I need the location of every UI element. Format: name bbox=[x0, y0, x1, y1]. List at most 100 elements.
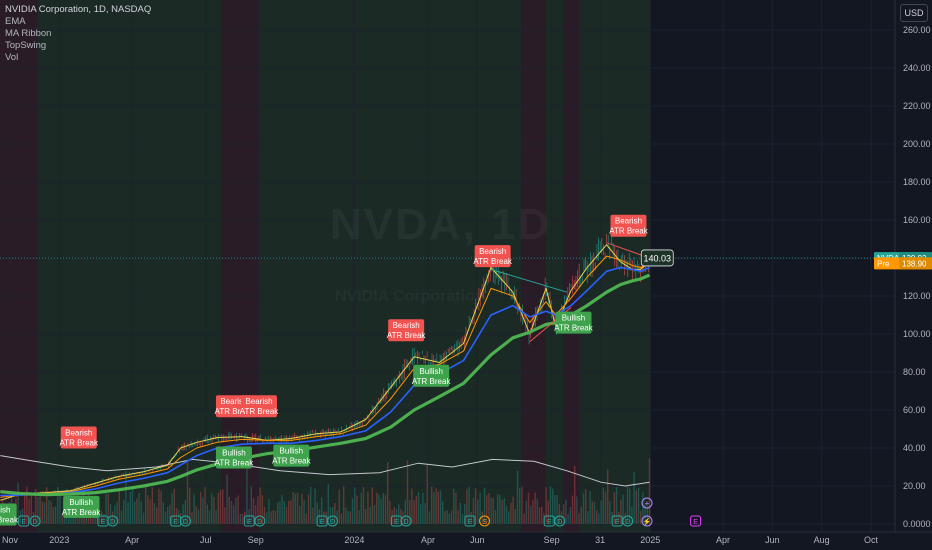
event-marker-e[interactable]: E bbox=[243, 515, 255, 527]
series-line-2 bbox=[0, 255, 650, 498]
y-tick-label: 160.00 bbox=[903, 215, 931, 225]
volume-bar bbox=[483, 487, 486, 524]
indicator-ema[interactable]: EMA bbox=[5, 16, 26, 27]
volume-bar bbox=[380, 498, 382, 524]
volume-bar bbox=[532, 500, 534, 524]
y-tick-label: 100.00 bbox=[903, 329, 931, 339]
price-callout[interactable]: 140.03 bbox=[640, 249, 674, 267]
symbol-title[interactable]: NVIDIA Corporation, 1D, NASDAQ bbox=[5, 4, 152, 15]
label-line2: ATR Break bbox=[59, 439, 99, 448]
event-marker-d[interactable]: D bbox=[327, 515, 339, 527]
volume-bar bbox=[226, 474, 228, 524]
marker-circle bbox=[254, 515, 266, 527]
indicator-topswing[interactable]: TopSwing bbox=[5, 40, 47, 51]
volume-bar bbox=[149, 499, 151, 524]
label-line2: ATR Break bbox=[473, 257, 513, 266]
add-event-icon[interactable]: + bbox=[641, 497, 653, 509]
volume-bar bbox=[68, 513, 70, 524]
event-marker-e[interactable]: E bbox=[464, 515, 476, 527]
marker-circle bbox=[622, 515, 634, 527]
volume-bar bbox=[213, 496, 215, 524]
volume-bar bbox=[567, 513, 569, 524]
volume-bar bbox=[129, 491, 131, 524]
volume-bar bbox=[307, 494, 310, 524]
event-marker-d[interactable]: D bbox=[179, 515, 191, 527]
price-label-pre[interactable]: Pre 138.90 bbox=[874, 257, 932, 270]
volume-bar bbox=[384, 494, 387, 524]
y-tick-label: 20.00 bbox=[903, 481, 926, 491]
label-line1: Bearish bbox=[220, 397, 247, 406]
event-marker-d[interactable]: D bbox=[400, 515, 412, 527]
volume-bar bbox=[257, 496, 259, 524]
x-tick-label: 2025 bbox=[640, 535, 660, 545]
lightning-event-icon[interactable]: ⚡ bbox=[641, 515, 653, 527]
marker-letter: D bbox=[183, 519, 188, 526]
volume-bar bbox=[312, 507, 314, 524]
event-marker-d[interactable]: D bbox=[554, 515, 566, 527]
volume-bar bbox=[323, 511, 325, 524]
volume-bar bbox=[349, 511, 351, 524]
volume-bar bbox=[571, 495, 574, 524]
volume-bar bbox=[184, 500, 186, 524]
volume-bar bbox=[173, 488, 175, 524]
marker-circle bbox=[400, 515, 412, 527]
volume-bar bbox=[615, 487, 618, 524]
volume-bar bbox=[57, 486, 59, 524]
event-marker-d[interactable]: D bbox=[29, 515, 41, 527]
volume-bar bbox=[279, 501, 281, 524]
marker-box bbox=[543, 515, 555, 527]
volume-bar bbox=[442, 500, 444, 524]
label-line1: Bearish bbox=[65, 429, 92, 438]
label-line2: ATR Break bbox=[215, 459, 255, 468]
price-axis-panel bbox=[895, 0, 932, 550]
volume-bar bbox=[351, 498, 354, 524]
marker-box bbox=[611, 515, 623, 527]
indicator-ma-ribbon[interactable]: MA Ribbon bbox=[5, 28, 52, 39]
volume-bar bbox=[444, 511, 446, 524]
volume-bar bbox=[281, 495, 283, 524]
event-marker-e[interactable]: E bbox=[18, 515, 30, 527]
event-marker-d[interactable]: D bbox=[107, 515, 119, 527]
volume-bar bbox=[404, 499, 406, 524]
volume-bar bbox=[48, 500, 50, 524]
event-marker-d[interactable]: D bbox=[622, 515, 634, 527]
event-marker-e[interactable]: E bbox=[611, 515, 623, 527]
volume-bar bbox=[382, 492, 384, 524]
series-line-1 bbox=[0, 244, 650, 501]
event-marker-d[interactable]: D bbox=[254, 515, 266, 527]
volume-bar bbox=[395, 509, 398, 524]
indicator-vol[interactable]: Vol bbox=[5, 52, 19, 63]
volume-bar bbox=[576, 496, 578, 524]
currency-button[interactable]: USD bbox=[900, 4, 928, 22]
volume-bar bbox=[112, 511, 114, 524]
volume-bar bbox=[107, 493, 109, 524]
volume-bar bbox=[153, 503, 156, 524]
event-marker-layer[interactable]: E D E D E D E D E D E D E S E D E D E+⚡ bbox=[18, 497, 702, 527]
event-marker-e[interactable]: E bbox=[316, 515, 328, 527]
event-marker-e[interactable]: E bbox=[690, 515, 702, 527]
volume-bar bbox=[169, 504, 171, 524]
volume-bar bbox=[303, 500, 305, 524]
volume-bar bbox=[527, 492, 530, 524]
event-marker-e[interactable]: E bbox=[543, 515, 555, 527]
volume-bar bbox=[19, 510, 21, 524]
label-line1: Bullish bbox=[69, 498, 93, 507]
volume-bar bbox=[367, 491, 369, 524]
volume-bar bbox=[464, 504, 466, 524]
event-marker-s[interactable]: S bbox=[479, 515, 491, 527]
volume-bar bbox=[492, 498, 494, 524]
